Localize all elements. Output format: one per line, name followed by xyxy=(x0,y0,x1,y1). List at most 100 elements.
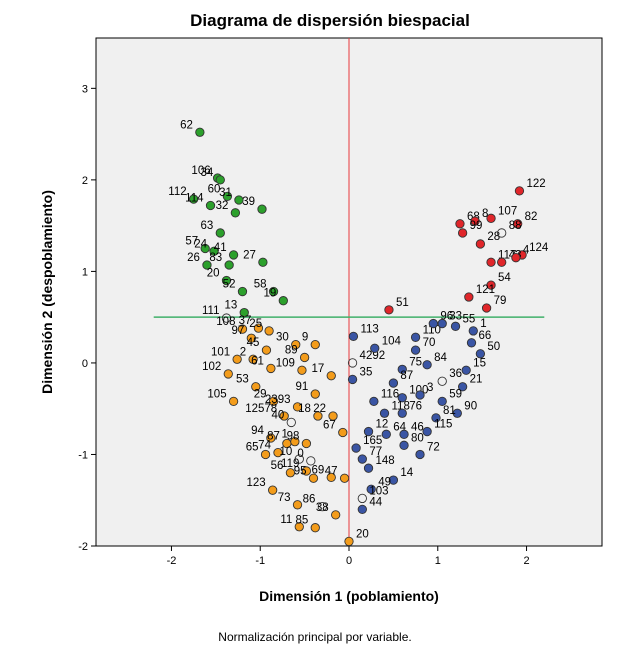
scatter-point xyxy=(200,243,210,254)
point-label: 87 xyxy=(400,370,413,382)
scatter-point xyxy=(221,313,232,323)
scatter-point xyxy=(294,522,304,532)
point-label: 104 xyxy=(382,335,402,347)
point-label: 87 xyxy=(267,430,280,442)
point-label: 102 xyxy=(202,361,221,373)
scatter-point xyxy=(369,396,379,407)
footnote: Normalización principal por variable. xyxy=(218,630,411,644)
scatter-point xyxy=(317,501,328,512)
scatter-point xyxy=(422,426,432,437)
scatter-point xyxy=(222,191,233,201)
point-label: 40 xyxy=(272,409,285,421)
y-tick-label: 2 xyxy=(82,175,88,187)
point-label: 118 xyxy=(392,400,410,412)
scatter-point xyxy=(228,250,239,260)
point-label: 98 xyxy=(287,430,300,442)
point-label: 8 xyxy=(482,208,488,220)
point-label: 99 xyxy=(470,220,483,232)
scatter-point xyxy=(268,396,279,407)
scatter-point xyxy=(209,246,219,256)
scatter-point xyxy=(475,349,486,359)
scatter-point xyxy=(357,493,367,504)
scatter-point xyxy=(326,472,336,483)
point-label: 1 xyxy=(480,318,486,330)
point-label: 85 xyxy=(295,515,308,527)
scatter-point xyxy=(273,447,283,458)
point-label: 20 xyxy=(356,528,369,540)
point-label: 30 xyxy=(276,332,289,344)
point-label: 21 xyxy=(470,374,483,386)
scatter-point xyxy=(278,296,288,306)
scatter-point xyxy=(437,376,447,386)
scatter-point xyxy=(381,429,391,439)
x-tick-label: -2 xyxy=(167,555,177,567)
point-label: 13 xyxy=(224,300,237,312)
point-label: 95 xyxy=(294,465,307,477)
scatter-point xyxy=(237,324,248,334)
scatter-point xyxy=(415,449,425,460)
point-label: 121 xyxy=(476,284,495,296)
scatter-point xyxy=(326,371,336,381)
scatter-point xyxy=(461,365,471,375)
point-label: 148 xyxy=(376,455,395,467)
point-label: 37 xyxy=(239,315,252,327)
point-label: 83 xyxy=(209,252,222,264)
point-label: 19 xyxy=(264,288,277,300)
point-label: 75 xyxy=(409,356,422,368)
scatter-point xyxy=(268,286,279,297)
scatter-point xyxy=(397,364,407,374)
point-label: 1 xyxy=(281,429,287,441)
point-label: 84 xyxy=(434,352,447,364)
point-label: 94 xyxy=(251,425,264,437)
scatter-point xyxy=(348,331,359,342)
point-label: 62 xyxy=(180,119,193,131)
point-label: 36 xyxy=(449,368,462,380)
y-tick-label: -2 xyxy=(78,541,88,553)
scatter-point xyxy=(257,204,267,214)
point-label: 56 xyxy=(271,460,284,472)
scatter-point xyxy=(347,358,358,368)
point-label: 67 xyxy=(323,420,336,432)
scatter-point xyxy=(264,326,274,336)
point-label: 9 xyxy=(302,332,308,344)
point-label: 97 xyxy=(232,325,245,337)
scatter-point xyxy=(450,321,461,331)
point-label: 57 xyxy=(185,236,198,248)
point-label: 18 xyxy=(298,403,311,415)
scatter-point xyxy=(339,473,350,483)
point-label: 2393 xyxy=(265,394,291,406)
scatter-point xyxy=(497,228,507,238)
y-tick-label: 1 xyxy=(82,266,88,278)
point-label: 24 xyxy=(194,238,207,250)
x-tick-label: -1 xyxy=(255,555,265,567)
point-label: 4292 xyxy=(360,350,386,362)
scatter-point xyxy=(266,363,276,374)
point-label: 122 xyxy=(526,178,545,190)
scatter-point xyxy=(308,473,319,483)
point-label: 105 xyxy=(207,388,226,400)
point-label: 58 xyxy=(254,279,267,291)
scatter-point xyxy=(486,213,496,223)
point-label: 34 xyxy=(200,167,213,179)
point-label: 15 xyxy=(473,357,486,369)
point-label: 47 xyxy=(325,465,338,477)
x-tick-label: 1 xyxy=(435,555,441,567)
point-label: 29 xyxy=(254,388,267,400)
scatter-point xyxy=(215,228,225,238)
scatter-point xyxy=(246,333,257,343)
scatter-point xyxy=(452,408,462,418)
point-label: 45 xyxy=(247,337,260,349)
chart-title: Diagrama de dispersión biespacial xyxy=(190,11,470,30)
point-label: 79 xyxy=(494,295,507,307)
point-label: 69 xyxy=(311,464,324,476)
scatter-point xyxy=(228,396,239,407)
point-label: 82 xyxy=(525,211,538,223)
scatter-point xyxy=(351,443,361,453)
point-label: 52 xyxy=(223,279,236,291)
y-axis-title: Dimensión 2 (despoblamiento) xyxy=(39,190,55,394)
point-label: 124 xyxy=(529,242,549,254)
reference-lines xyxy=(153,38,545,546)
scatter-point xyxy=(464,292,474,302)
